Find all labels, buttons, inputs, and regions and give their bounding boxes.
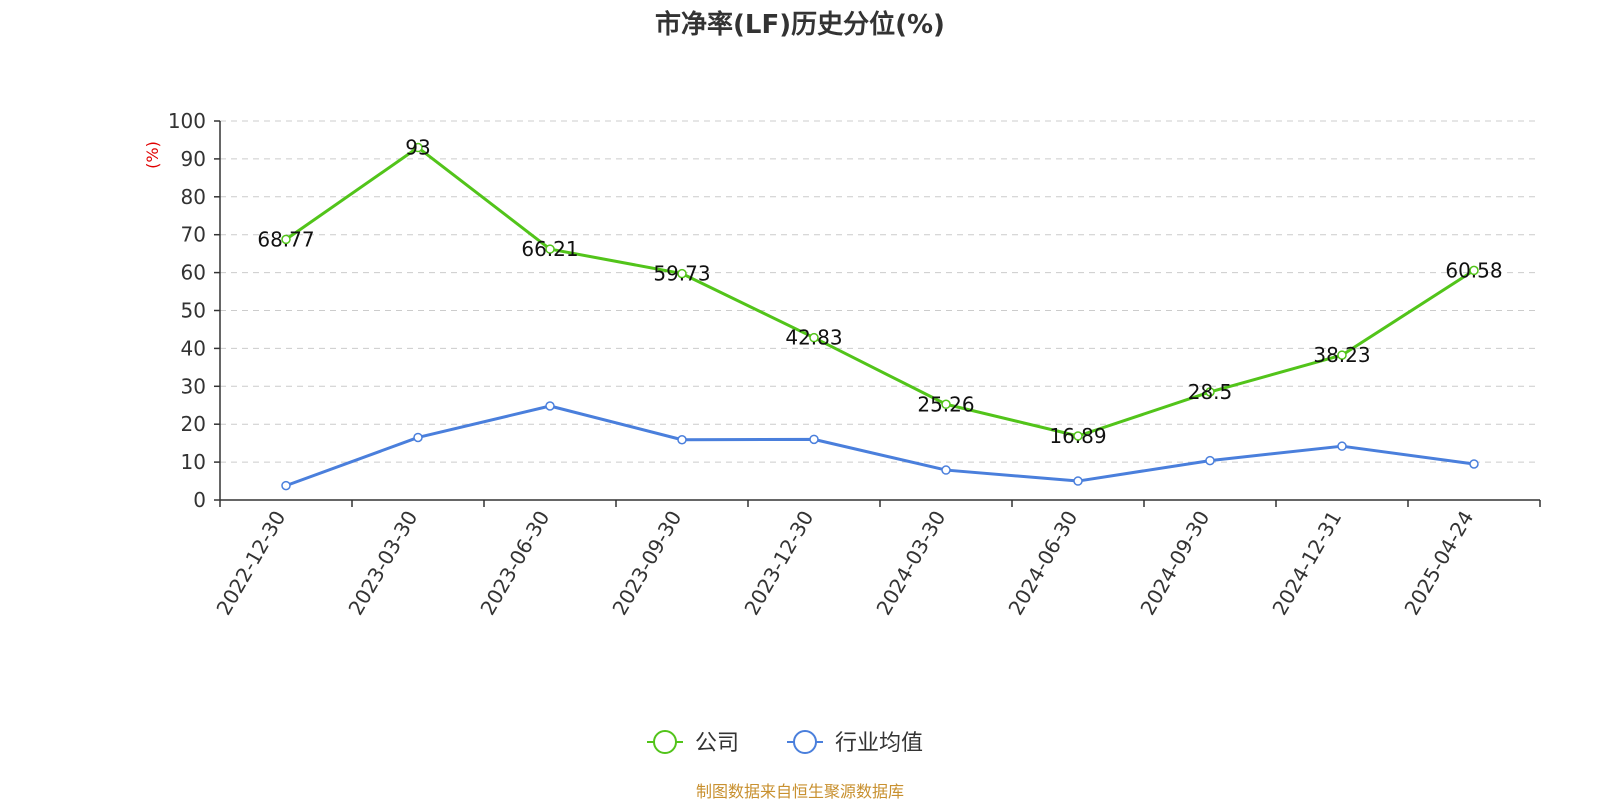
data-point <box>1205 455 1215 466</box>
legend-marker <box>793 730 817 754</box>
x-tick-label: 2022-12-30 <box>211 507 290 620</box>
data-point <box>1073 476 1083 486</box>
data-point <box>281 234 291 245</box>
y-tick-label: 0 <box>193 488 206 512</box>
y-tick-label: 50 <box>181 299 206 323</box>
data-point <box>677 268 687 279</box>
gridlines <box>220 120 1540 463</box>
x-tick-label: 2023-06-30 <box>475 507 554 620</box>
y-tick-label: 70 <box>181 223 206 247</box>
data-label: 28.5 <box>1188 380 1233 404</box>
y-tick-label: 90 <box>181 147 206 171</box>
x-tick-label: 2025-04-24 <box>1399 507 1478 620</box>
data-point <box>413 432 423 443</box>
data-point <box>413 142 423 153</box>
data-point <box>1469 459 1479 469</box>
data-point <box>1337 441 1347 451</box>
series <box>281 142 1479 491</box>
series-industry-average <box>281 401 1479 491</box>
x-tick-label: 2023-03-30 <box>343 507 422 620</box>
series-company <box>281 142 1479 441</box>
data-labels: 68.77 93 66.21 59.73 42.83 25.26 16.89 28.5 38.2… <box>257 136 1502 448</box>
data-point <box>941 399 951 410</box>
data-label: 60.58 <box>1445 258 1502 282</box>
legend[interactable]: 公司 行业均值 <box>647 730 923 756</box>
data-point <box>281 480 291 491</box>
data-label: 38.23 <box>1313 343 1370 367</box>
y-tick-label: 10 <box>181 450 206 474</box>
legend-item-company[interactable]: 公司 <box>647 730 739 756</box>
data-label: 42.83 <box>785 326 842 350</box>
x-tick-label: 2024-03-30 <box>871 507 950 620</box>
y-tick-label: 40 <box>181 336 206 360</box>
data-point <box>1073 431 1083 441</box>
chart-title: 市净率(LF)历史分位(%) <box>655 10 945 40</box>
data-label: 25.26 <box>917 392 974 416</box>
series-line <box>285 404 1475 488</box>
x-tick-label: 2023-09-30 <box>607 507 686 620</box>
y-tick-label: 20 <box>181 412 206 436</box>
x-tick-label: 2024-12-31 <box>1267 507 1346 620</box>
data-label: 93 <box>405 136 430 160</box>
data-point <box>1337 350 1347 360</box>
data-label: 59.73 <box>653 262 710 286</box>
series-line <box>285 146 1475 438</box>
x-tick-label: 2023-12-30 <box>739 507 818 620</box>
y-tick-label: 80 <box>181 185 206 209</box>
data-point <box>809 434 819 445</box>
x-tick-label: 2024-06-30 <box>1003 507 1082 620</box>
data-label: 68.77 <box>257 227 314 251</box>
data-point <box>941 465 951 475</box>
y-tick-label: 100 <box>168 109 206 133</box>
data-point <box>1205 387 1215 397</box>
y-axis-unit: (%) <box>143 141 162 169</box>
y-tick-label: 60 <box>181 261 206 285</box>
data-label: 16.89 <box>1049 424 1106 448</box>
data-point <box>545 244 555 254</box>
legend-item-industry-average[interactable]: 行业均值 <box>787 730 923 756</box>
data-point <box>677 434 687 445</box>
data-point <box>809 332 819 343</box>
legend-marker <box>653 730 677 754</box>
data-point <box>1469 265 1479 276</box>
y-tick-label: 30 <box>181 374 206 398</box>
legend-label: 公司 <box>695 731 739 756</box>
data-point <box>545 401 555 411</box>
data-label: 66.21 <box>521 237 578 261</box>
x-tick-label: 2024-09-30 <box>1135 507 1214 620</box>
legend-label: 行业均值 <box>835 731 923 756</box>
source-note: 制图数据来自恒生聚源数据库 <box>695 782 904 801</box>
